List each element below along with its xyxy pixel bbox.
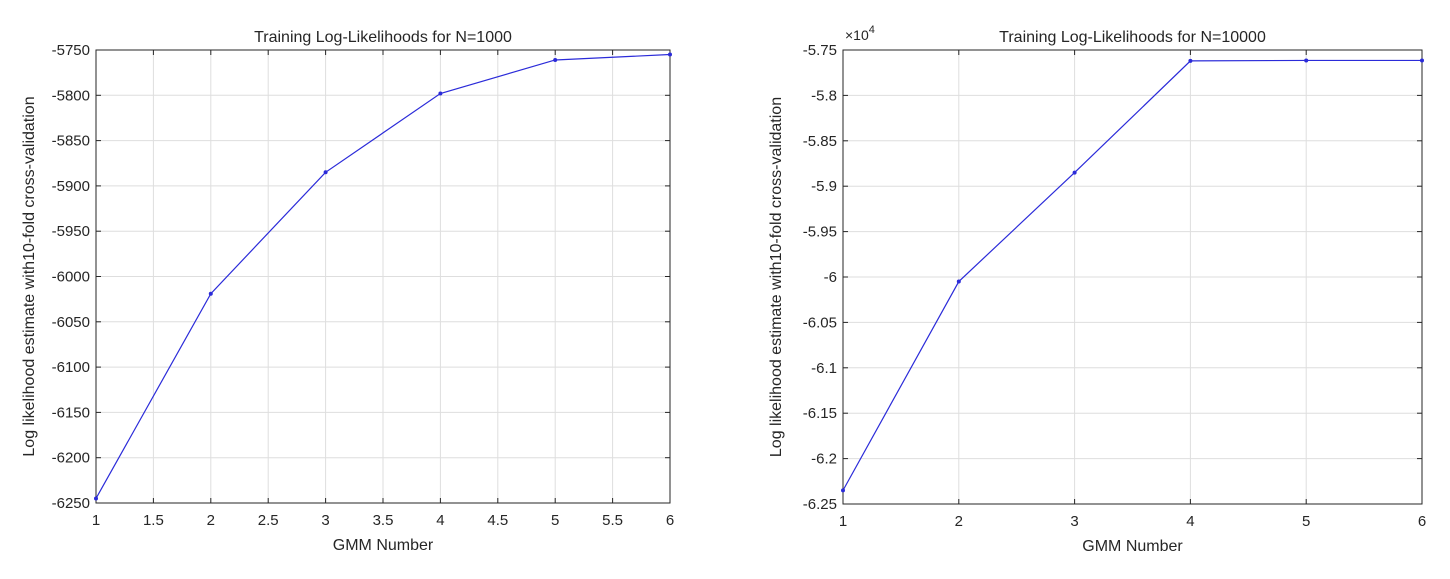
x-tick-label: 6: [666, 512, 674, 529]
chart-title: Training Log-Likelihoods for N=1000: [254, 29, 512, 46]
y-tick-label: -5.75: [803, 42, 837, 59]
x-tick-label: 3: [1070, 513, 1078, 530]
y-exponent-label: ×104: [845, 24, 875, 43]
x-tick-label: 2.5: [258, 512, 279, 529]
data-point: [956, 279, 961, 284]
x-tick-label: 1: [839, 513, 847, 530]
x-tick-label: 5: [1302, 513, 1310, 530]
x-tick-label: 4: [1186, 513, 1194, 530]
data-point: [553, 57, 558, 62]
x-tick-label: 4.5: [487, 512, 508, 529]
x-tick-label: 5: [551, 512, 559, 529]
y-tick-label: -5850: [52, 133, 90, 150]
y-tick-label: -6200: [52, 450, 90, 467]
y-tick-label: -5900: [52, 178, 90, 195]
y-tick-label: -5.8: [811, 87, 837, 104]
x-tick-label: 3.5: [373, 512, 394, 529]
series-line: [842, 59, 1422, 491]
data-point: [94, 496, 98, 501]
x-tick-label: 1.5: [143, 512, 164, 529]
y-tick-label: -5800: [52, 87, 90, 104]
x-axis-label: GMM Number: [1082, 538, 1183, 555]
x-tick-label: 6: [1418, 513, 1426, 530]
x-tick-label: 5.5: [602, 512, 623, 529]
x-tick-label: 4: [436, 512, 444, 529]
x-tick-label: 2: [955, 513, 963, 530]
y-tick-label: -6.15: [803, 405, 837, 422]
x-tick-label: 2: [207, 512, 215, 529]
chart-2: 1 2 3 4 5 6 -6.25 -6.2 -6.15 -6.1 -6.05 -6 -5.95 -5.9…: [768, 24, 1426, 555]
y-tick-label: -6150: [52, 404, 90, 421]
data-point: [841, 488, 845, 493]
y-tick-label: -6.25: [803, 496, 837, 513]
y-tick-label: -6100: [52, 359, 90, 376]
x-tick-label: 1: [92, 512, 100, 529]
data-point: [208, 291, 213, 296]
chart-title: Training Log-Likelihoods for N=10000: [999, 29, 1266, 46]
y-tick-label: -5750: [52, 42, 90, 59]
y-tick-label: -6.05: [803, 314, 837, 331]
data-point: [323, 170, 328, 175]
x-axis-label: GMM Number: [333, 537, 434, 554]
y-tick-label: -5.9: [811, 178, 837, 195]
y-tick-label: -5.95: [803, 224, 837, 241]
data-point: [438, 91, 443, 96]
y-tick-label: -6050: [52, 314, 90, 331]
y-tick-label: -5950: [52, 223, 90, 240]
y-axis-label: Log likelihood estimate with10-fold cros…: [21, 96, 38, 456]
series-line: [95, 53, 671, 499]
y-axis-label: Log likelihood estimate with10-fold cros…: [768, 97, 785, 457]
data-point: [668, 52, 672, 57]
y-tick-label: -6000: [52, 269, 90, 286]
y-tick-label: -6.2: [811, 451, 837, 468]
y-tick-label: -6.1: [811, 360, 837, 377]
data-point: [1072, 170, 1077, 175]
data-point: [1304, 58, 1309, 63]
y-tick-label: -6250: [52, 495, 90, 512]
x-tick-label: 3: [321, 512, 329, 529]
y-tick-label: -5.85: [803, 133, 837, 150]
data-point: [1420, 58, 1424, 63]
data-point: [1188, 58, 1193, 63]
y-tick-label: -6: [824, 269, 837, 286]
chart-1: 1 1.5 2 2.5 3 3.5 4 4.5 5 5.5 6 -6250 -6200 -6150 -610…: [21, 29, 674, 554]
